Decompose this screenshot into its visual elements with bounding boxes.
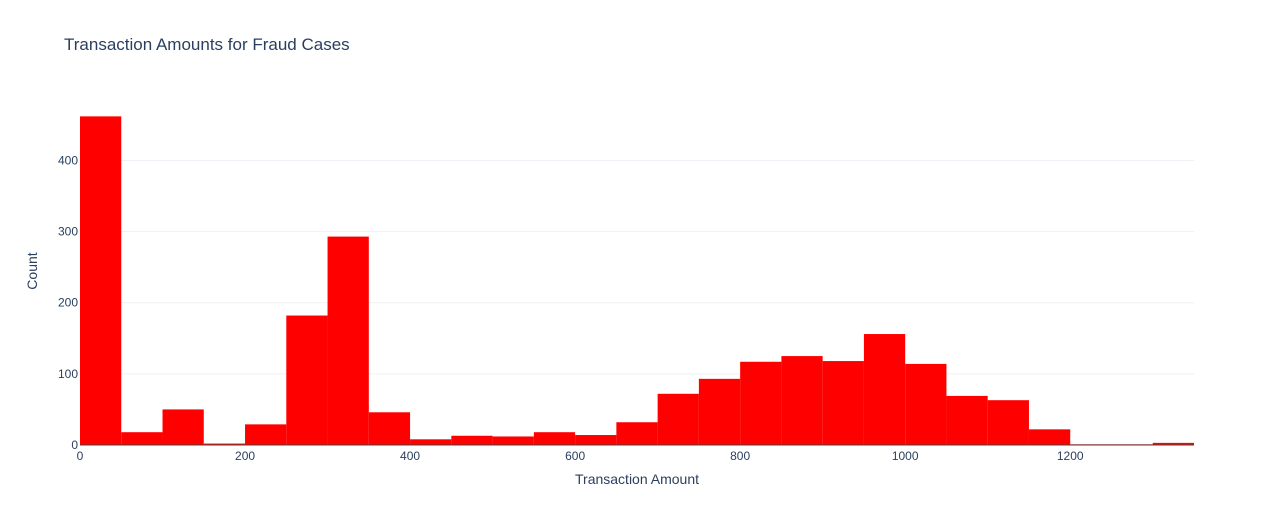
chart-title: Transaction Amounts for Fraud Cases [64,35,350,54]
x-tick-label: 1200 [1057,449,1084,463]
histogram-bar [616,422,658,445]
y-axis-ticks: 0 100 200 300 400 [58,153,78,452]
histogram-bar [162,409,204,445]
histogram-bar [1028,429,1071,445]
x-tick-label: 600 [565,449,585,463]
histogram-bar [781,356,823,445]
histogram-bar [121,432,163,445]
histogram-bar [946,395,988,445]
histogram-bars [80,116,1194,445]
histogram-bar [822,361,864,445]
histogram-bar [698,378,741,445]
histogram-bar [987,400,1029,445]
histogram-bar [575,435,617,445]
histogram-bar [1152,442,1194,445]
histogram-bar [863,334,906,445]
y-tick-label: 0 [71,438,78,452]
y-tick-label: 300 [58,225,78,239]
histogram-bar [657,393,699,445]
histogram-bar [245,424,287,445]
histogram-bar [492,436,534,445]
histogram-bar [740,361,782,445]
y-axis-title: Count [24,252,40,289]
histogram-bar [368,412,411,445]
grid-lines [80,159,1194,375]
histogram-bar [410,439,452,445]
histogram-bar [905,363,947,445]
x-tick-label: 400 [400,449,420,463]
histogram-bar [327,236,369,445]
y-tick-label: 100 [58,367,78,381]
y-tick-label: 200 [58,296,78,310]
x-axis-title: Transaction Amount [575,471,699,487]
y-tick-label: 400 [58,153,78,167]
histogram-bar [533,432,576,445]
x-tick-label: 1000 [892,449,919,463]
histogram-bar [203,443,246,445]
histogram-bar [286,315,328,445]
x-tick-label: 0 [77,449,84,463]
x-axis-ticks: 0 200 400 600 800 1000 1200 [77,449,1084,463]
x-tick-label: 800 [730,449,750,463]
histogram-bar [80,116,122,445]
x-tick-label: 200 [235,449,255,463]
histogram-bar [451,435,493,445]
